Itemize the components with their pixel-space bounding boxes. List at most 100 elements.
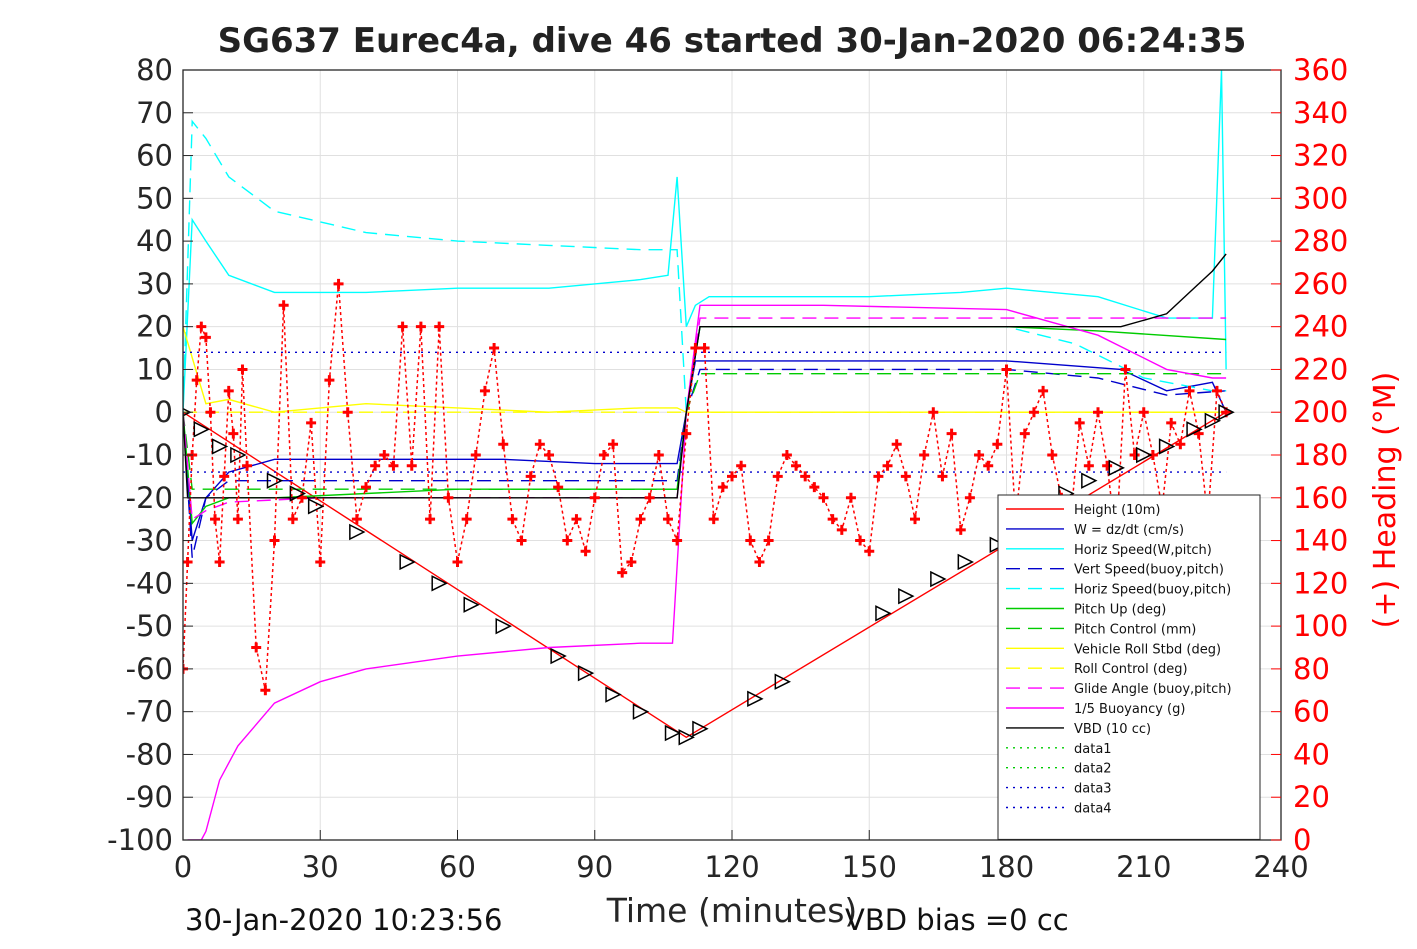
- legend-label: data4: [1074, 802, 1112, 817]
- y-right-tick-label: 260: [1293, 267, 1348, 301]
- y-right-tick-label: 340: [1293, 96, 1348, 130]
- triangle-marker: [550, 647, 567, 665]
- heading-point: [525, 471, 536, 482]
- heading-point: [571, 514, 582, 525]
- triangle-marker: [605, 686, 622, 703]
- triangle-marker: [193, 421, 210, 438]
- triangle-marker: [230, 446, 247, 464]
- heading-point: [900, 471, 911, 482]
- y-tick-label: 30: [136, 267, 173, 301]
- y-tick-label: 20: [136, 310, 173, 344]
- series-line-11: [187, 304, 1227, 840]
- x-tick-label: 240: [1253, 850, 1308, 884]
- heading-point: [763, 535, 774, 546]
- y-tick-label: -50: [126, 609, 173, 643]
- legend-label: Pitch Up (deg): [1074, 603, 1166, 618]
- heading-point: [791, 460, 802, 471]
- legend-label: Horiz Speed(buoy,pitch): [1074, 583, 1231, 598]
- y-tick-label: -60: [126, 652, 173, 686]
- triangle-marker: [463, 596, 480, 613]
- heading-point: [717, 482, 728, 493]
- heading-trace: [183, 283, 1227, 691]
- heading-point: [781, 450, 792, 460]
- x-tick-label: 150: [842, 850, 897, 884]
- y-tick-label: -30: [126, 524, 173, 558]
- triangle-marker: [774, 673, 792, 690]
- heading-point: [626, 556, 637, 567]
- y-right-tick-label: 180: [1293, 438, 1348, 472]
- triangle-marker: [1108, 459, 1125, 477]
- y-right-tick-label: 60: [1293, 695, 1330, 729]
- x-tick-label: 120: [704, 850, 759, 884]
- series-line-5: [183, 119, 1227, 413]
- y-tick-label: 0: [155, 395, 173, 429]
- triangle-marker: [678, 729, 695, 746]
- footer-vbd-bias: VBD bias =0 cc: [845, 903, 1069, 937]
- triangle-marker: [747, 690, 764, 708]
- y-tick-label: -90: [126, 780, 173, 814]
- y-right-tick-label: 20: [1293, 780, 1330, 814]
- legend-label: data2: [1074, 762, 1112, 777]
- y-tick-label: 60: [136, 139, 173, 173]
- series-line-7: [183, 373, 1227, 490]
- y-right-tick-label: 280: [1293, 224, 1348, 258]
- y-right-tick-label: 80: [1293, 652, 1330, 686]
- ticks: 0 30 60 90 120 150 180 210 24080706050403020100-…: [107, 53, 1348, 884]
- y-tick-label: -70: [126, 695, 173, 729]
- triangle-marker: [307, 498, 325, 515]
- triangle-marker: [989, 536, 1007, 554]
- y-tick-label: -100: [107, 823, 173, 857]
- triangle-marker: [1158, 438, 1176, 455]
- legend-box: [997, 494, 1261, 840]
- legend-label: Height (10m): [1074, 503, 1160, 518]
- triangle-marker: [632, 703, 650, 720]
- y-tick-label: 70: [136, 96, 173, 130]
- y-right-tick-label: 300: [1293, 181, 1348, 215]
- y-tick-label: -20: [126, 481, 173, 515]
- legend-label: Horiz Speed(W,pitch): [1074, 543, 1212, 558]
- triangle-marker: [930, 570, 947, 588]
- y-right-tick-label: 40: [1293, 737, 1330, 771]
- triangle-marker: [577, 664, 595, 682]
- x-tick-label: 0: [174, 850, 192, 884]
- y-tick-label: 50: [136, 181, 173, 215]
- triangle-marker: [664, 724, 682, 742]
- triangle-marker: [898, 587, 915, 605]
- y-right-tick-label: 100: [1293, 609, 1348, 643]
- y-right-tick-label: 320: [1293, 139, 1348, 173]
- triangle-marker: [875, 605, 892, 622]
- legend-label: Vehicle Roll Stbd (deg): [1074, 642, 1221, 657]
- legend: Height (10m) W = dz/dt (cm/s) Horiz Speed(…: [997, 494, 1261, 840]
- legend-label: data3: [1074, 782, 1112, 797]
- heading-point: [827, 514, 838, 525]
- chart-title: SG637 Eurec4a, dive 46 started 30-Jan-20…: [218, 21, 1247, 61]
- legend-label: Roll Control (deg): [1074, 662, 1188, 677]
- y-tick-label: -40: [126, 566, 173, 600]
- x-tick-label: 210: [1116, 850, 1171, 884]
- triangle-marker: [431, 575, 448, 592]
- triangle-marker: [399, 553, 416, 571]
- legend-label: Pitch Control (mm): [1074, 622, 1196, 637]
- series-line-3: [183, 70, 1227, 413]
- triangle-marker: [289, 485, 307, 502]
- legend-label: Vert Speed(buoy,pitch): [1074, 563, 1224, 578]
- x-axis-label: Time (minutes): [606, 891, 858, 930]
- heading-point: [589, 492, 600, 503]
- triangle-marker: [349, 523, 366, 541]
- heading-point: [1138, 407, 1149, 418]
- y-right-tick-label: 240: [1293, 310, 1348, 344]
- heading-point: [983, 460, 994, 471]
- legend-label: 1/5 Buoyancy (g): [1074, 702, 1185, 717]
- triangle-marker: [957, 553, 975, 571]
- legend-label: VBD (10 cc): [1074, 722, 1151, 737]
- y-right-tick-label: 120: [1293, 566, 1348, 600]
- y-right-tick-label: 0: [1293, 823, 1311, 857]
- footer-timestamp: 30-Jan-2020 10:23:56: [185, 903, 502, 937]
- y-right-tick-label: 160: [1293, 481, 1348, 515]
- y-right-tick-label: 220: [1293, 352, 1348, 386]
- triangle-marker: [211, 438, 229, 455]
- triangle-markers: [183, 404, 1235, 746]
- y-right-axis-label: (+) Heading (°M): [1368, 372, 1403, 629]
- triangle-marker: [266, 472, 284, 489]
